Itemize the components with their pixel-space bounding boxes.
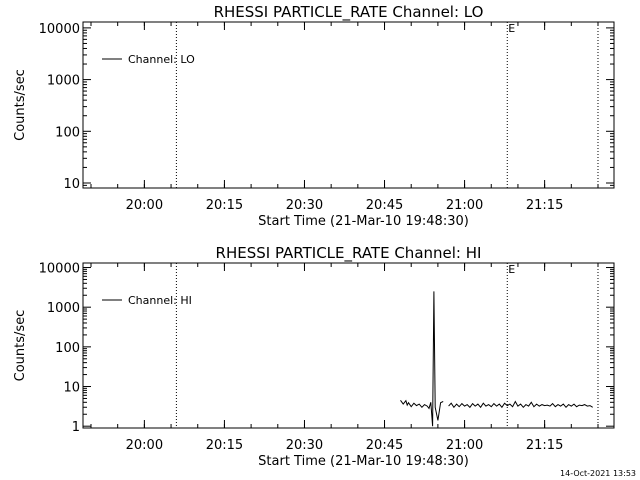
y-tick-label: 1000 xyxy=(47,74,80,89)
y-tick-label: 10000 xyxy=(39,22,80,37)
y-tick-label: 100 xyxy=(55,125,80,140)
legend-entry: Channel: HI xyxy=(128,294,192,307)
series-line xyxy=(448,400,593,409)
x-tick-label: 20:30 xyxy=(286,198,323,213)
x-tick-label: 20:15 xyxy=(206,438,243,453)
event-marker-label: E xyxy=(508,22,515,35)
y-axis-label: Counts/sec xyxy=(13,69,28,141)
y-tick-label: 10 xyxy=(63,177,80,192)
y-axis-label: Counts/sec xyxy=(13,310,28,382)
y-tick-label: 1 xyxy=(72,420,80,435)
y-tick-label: 100 xyxy=(55,341,80,356)
chart-title: RHESSI PARTICLE_RATE Channel: HI xyxy=(216,244,482,263)
x-tick-label: 20:45 xyxy=(366,198,403,213)
y-tick-label: 10 xyxy=(63,381,80,396)
plot-frame xyxy=(82,262,615,429)
y-tick-label: 1000 xyxy=(47,301,80,316)
x-axis-label: Start Time (21-Mar-10 19:48:30) xyxy=(258,214,469,229)
x-tick-label: 21:15 xyxy=(526,438,563,453)
x-tick-label: 20:30 xyxy=(286,438,323,453)
x-tick-label: 20:15 xyxy=(206,198,243,213)
x-tick-label: 20:00 xyxy=(126,198,163,213)
plot-frame xyxy=(82,21,615,189)
chart-title: RHESSI PARTICLE_RATE Channel: LO xyxy=(214,3,484,22)
event-marker-label: E xyxy=(508,263,515,276)
y-tick-label: 10000 xyxy=(39,262,80,277)
series-line xyxy=(400,291,444,427)
x-tick-label: 21:00 xyxy=(446,438,483,453)
footer-timestamp: 14-Oct-2021 13:53 xyxy=(560,469,636,478)
x-tick-label: 20:00 xyxy=(126,438,163,453)
x-tick-label: 21:15 xyxy=(526,198,563,213)
x-tick-label: 20:45 xyxy=(366,438,403,453)
legend-entry: Channel: LO xyxy=(128,53,195,66)
x-axis-label: Start Time (21-Mar-10 19:48:30) xyxy=(258,454,469,469)
x-tick-label: 21:00 xyxy=(446,198,483,213)
